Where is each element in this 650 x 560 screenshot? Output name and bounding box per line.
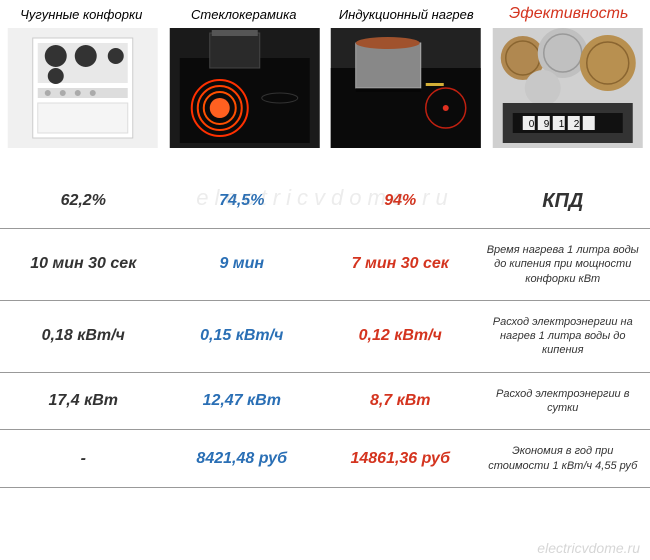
stove-icon — [6, 28, 160, 148]
header-row: Чугунные конфорки Стеклокерамика Индукци… — [0, 0, 650, 28]
cell-efficiency-castiron: 62,2% — [4, 192, 163, 210]
cell-daily-label: Расход электроэнергии в сутки — [480, 387, 647, 416]
image-cast-iron — [6, 28, 160, 148]
cell-heattime-glass: 9 мин — [163, 255, 322, 273]
image-row: 0 9 1 2 — [0, 28, 650, 148]
cell-consumption-castiron: 0,18 кВт/ч — [4, 327, 163, 345]
cell-daily-induction: 8,7 кВт — [321, 392, 480, 410]
glass-hob-icon — [168, 28, 322, 148]
image-induction — [329, 28, 483, 148]
svg-text:2: 2 — [573, 119, 579, 130]
svg-text:9: 9 — [543, 119, 549, 130]
coins-meter-icon: 0 9 1 2 — [491, 28, 645, 148]
comparison-table: Чугунные конфорки Стеклокерамика Индукци… — [0, 0, 650, 560]
cell-consumption-induction: 0,12 кВт/ч — [321, 327, 480, 345]
table-row: - 8421,48 руб 14861,36 руб Экономия в го… — [0, 430, 650, 488]
image-glass-ceramic — [168, 28, 322, 148]
watermark-footer: electricvdome.ru — [537, 540, 640, 556]
table-row: 0,18 кВт/ч 0,15 кВт/ч 0,12 кВт/ч Расход … — [0, 301, 650, 373]
cell-heattime-induction: 7 мин 30 сек — [321, 255, 480, 273]
header-cast-iron: Чугунные конфорки — [0, 7, 163, 22]
header-induction: Индукционный нагрев — [325, 7, 488, 22]
cell-efficiency-glass: 74,5% — [163, 192, 322, 210]
header-glass-ceramic: Стеклокерамика — [163, 7, 326, 22]
cell-savings-glass: 8421,48 руб — [163, 450, 322, 468]
svg-text:1: 1 — [558, 119, 564, 130]
cell-savings-castiron: - — [4, 450, 163, 468]
table-row: 62,2% 74,5% 94% КПД — [0, 174, 650, 229]
cell-heattime-label: Время нагрева 1 литра воды до кипения пр… — [480, 243, 647, 286]
cell-efficiency-induction: 94% — [321, 192, 480, 210]
image-efficiency: 0 9 1 2 — [491, 28, 645, 148]
cell-efficiency-label: КПД — [480, 188, 647, 214]
cell-consumption-glass: 0,15 кВт/ч — [163, 327, 322, 345]
cell-heattime-castiron: 10 мин 30 сек — [4, 255, 163, 273]
svg-text:0: 0 — [528, 119, 534, 130]
cell-savings-induction: 14861,36 руб — [321, 450, 480, 468]
cell-daily-glass: 12,47 кВт — [163, 392, 322, 410]
cell-savings-label: Экономия в год при стоимости 1 кВт/ч 4,5… — [480, 444, 647, 473]
table-row: 17,4 кВт 12,47 кВт 8,7 кВт Расход электр… — [0, 373, 650, 431]
cell-daily-castiron: 17,4 кВт — [4, 392, 163, 410]
cell-consumption-label: Расход электроэнергии на нагрев 1 литра … — [480, 315, 647, 358]
induction-hob-icon — [329, 28, 483, 148]
header-efficiency: Эфективность — [488, 5, 650, 23]
table-row: 10 мин 30 сек 9 мин 7 мин 30 сек Время н… — [0, 229, 650, 301]
